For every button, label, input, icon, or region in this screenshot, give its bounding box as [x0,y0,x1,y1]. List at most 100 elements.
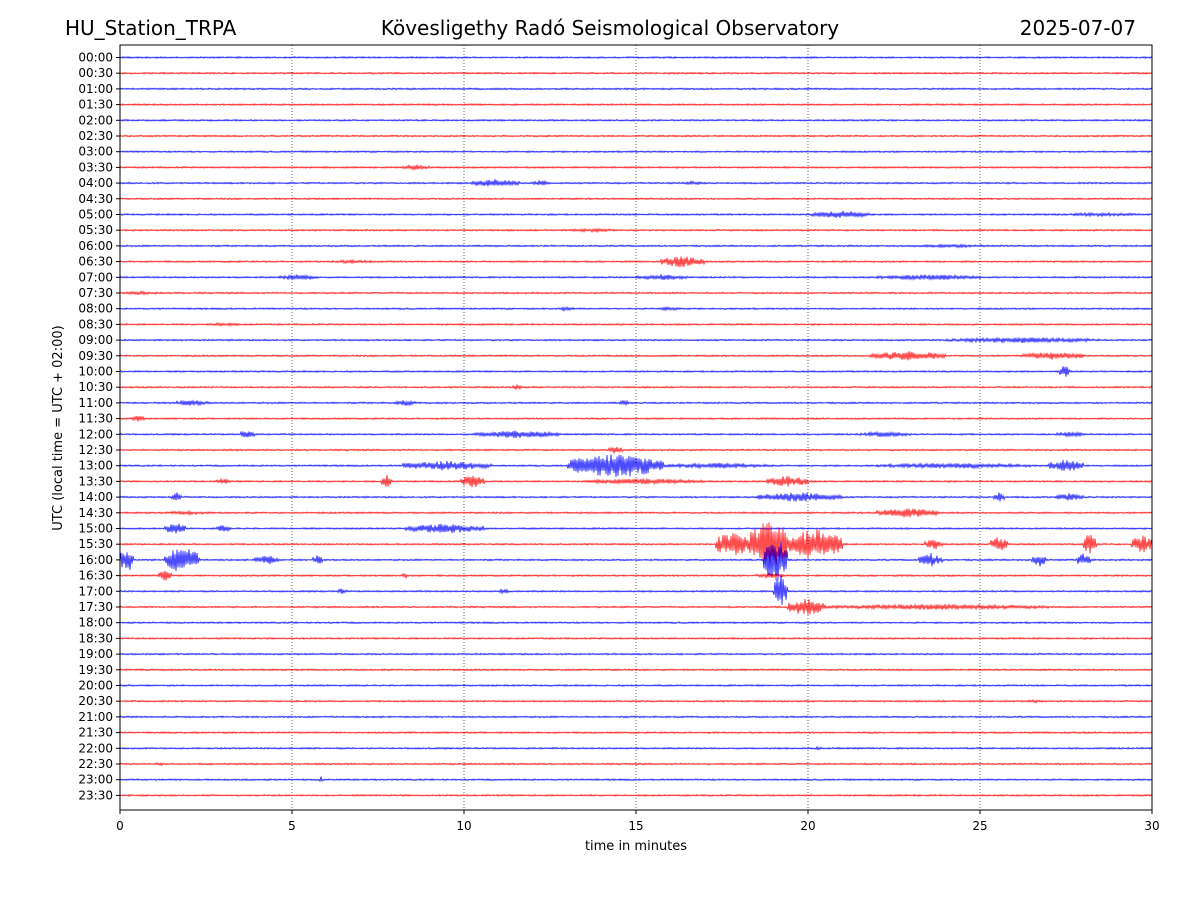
y-tick-label: 00:30 [78,66,113,80]
seismic-trace [119,598,1153,615]
title-left: HU_Station_TRPA [65,16,237,40]
seismic-trace [119,243,1153,249]
seismic-trace [119,351,1153,361]
y-tick-label: 03:30 [78,160,113,174]
y-tick-label: 19:00 [78,647,113,661]
seismic-trace [119,636,1153,641]
y-tick-label: 06:30 [78,255,113,269]
y-tick-label: 20:30 [78,694,113,708]
plot-frame [119,44,1153,811]
seismic-trace [119,699,1153,704]
y-tick-label: 14:00 [78,490,113,504]
seismic-trace [119,336,1153,344]
seismic-trace [119,305,1153,313]
seismic-trace [119,683,1153,688]
y-tick-label: 13:30 [78,474,113,488]
seismic-trace [119,227,1153,234]
y-tick-label: 10:30 [78,380,113,394]
y-tick-label: 11:00 [78,396,113,410]
y-tick-label: 08:30 [78,317,113,331]
y-tick-label: 22:30 [78,757,113,771]
seismic-trace [119,522,1153,569]
y-tick-label: 02:30 [78,129,113,143]
trace-group [119,55,1153,798]
seismic-trace [119,150,1153,154]
y-tick-label: 08:00 [78,302,113,316]
y-tick-label: 23:00 [78,773,113,787]
seismic-trace [119,321,1153,327]
seismic-trace [119,164,1153,172]
y-tick-label: 05:00 [78,208,113,222]
x-tick-label: 15 [628,819,643,833]
seismic-trace [119,731,1153,735]
seismic-trace [119,55,1153,60]
seismic-trace [119,383,1153,391]
y-tick-label: 00:00 [78,51,113,65]
y-tick-label: 09:00 [78,333,113,347]
seismic-trace [119,492,1153,502]
x-tick-labels: 0 5 10 15 20 25 30 [116,810,1160,833]
seismic-trace [119,793,1153,798]
seismic-trace [119,290,1153,296]
y-tick-label: 02:00 [78,113,113,127]
x-tick-label: 0 [116,819,124,833]
y-tick-label: 04:30 [78,192,113,206]
y-tick-label: 23:30 [78,788,113,802]
seismic-trace [119,366,1153,377]
seismic-trace [119,430,1153,439]
y-tick-label: 17:00 [78,584,113,598]
seismic-trace [119,508,1153,518]
y-tick-label: 03:00 [78,145,113,159]
y-tick-label: 04:00 [78,176,113,190]
y-axis-label: UTC (local time = UTC + 02:00) [51,325,66,530]
seismic-trace [119,197,1153,201]
y-tick-label: 10:00 [78,365,113,379]
seismic-trace [119,71,1153,75]
seismic-trace [119,399,1153,407]
y-tick-label: 12:30 [78,443,113,457]
seismic-trace [119,570,1153,581]
y-tick-label: 14:30 [78,506,113,520]
seismic-trace [119,523,1153,534]
y-tick-label: 21:00 [78,710,113,724]
y-tick-label: 16:30 [78,569,113,583]
x-tick-label: 10 [456,819,471,833]
x-tick-label: 30 [1144,819,1159,833]
y-tick-label: 17:30 [78,600,113,614]
y-tick-label: 15:30 [78,537,113,551]
seismic-trace [119,256,1153,268]
seismic-trace [119,415,1153,422]
seismic-trace [119,474,1153,488]
y-tick-label: 13:00 [78,459,113,473]
seismic-trace [119,446,1153,454]
y-tick-label: 07:30 [78,286,113,300]
seismic-trace [119,179,1153,187]
y-tick-label: 18:30 [78,631,113,645]
y-tick-label: 12:00 [78,427,113,441]
seismic-trace [119,652,1153,656]
y-tick-label: 07:00 [78,270,113,284]
y-tick-label: 19:30 [78,663,113,677]
y-tick-label: 11:30 [78,412,113,426]
y-tick-label: 05:30 [78,223,113,237]
seismic-trace [119,776,1153,783]
y-tick-label: 18:00 [78,616,113,630]
seismic-trace [119,715,1153,719]
seismic-trace [119,573,1153,605]
seismic-trace [119,540,1153,581]
x-tick-label: 25 [972,819,987,833]
title-right: 2025-07-07 [1020,16,1136,40]
y-tick-label: 06:00 [78,239,113,253]
seismic-trace [119,87,1153,91]
seismic-trace [119,134,1153,138]
y-tick-label: 22:00 [78,741,113,755]
y-tick-label: 16:00 [78,553,113,567]
y-tick-label: 21:30 [78,726,113,740]
x-tick-label: 20 [800,819,815,833]
seismic-trace [119,210,1153,219]
chart-title: Kövesligethy Radó Seismological Observat… [381,16,839,40]
y-tick-label: 09:30 [78,349,113,363]
